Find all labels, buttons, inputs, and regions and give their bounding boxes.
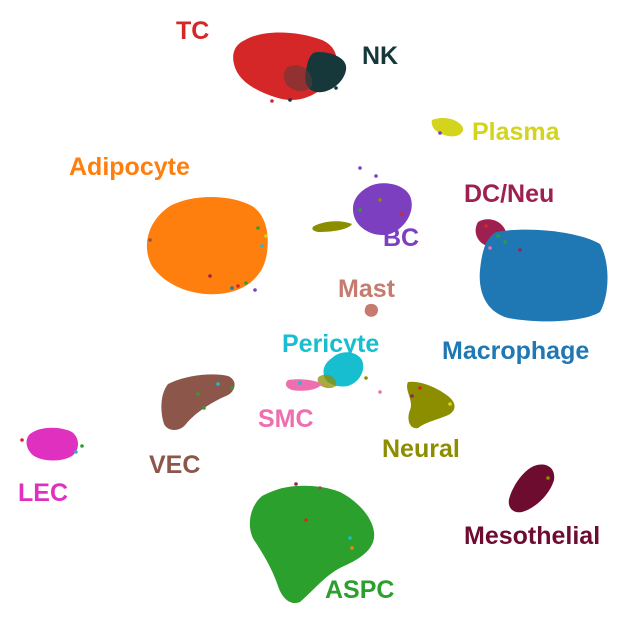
stray-cell-point <box>438 131 442 135</box>
cluster-bc-points <box>352 183 412 236</box>
stray-cell-point <box>20 438 24 442</box>
stray-cell-point <box>264 234 268 238</box>
stray-cell-point <box>448 402 452 406</box>
stray-cell-point <box>216 382 220 386</box>
stray-cell-point <box>253 288 257 292</box>
stray-cell-point <box>484 224 488 228</box>
stray-cell-point <box>196 392 200 396</box>
stray-cell-point <box>334 86 338 90</box>
label-tc: TC <box>176 17 209 45</box>
stray-cell-point <box>202 406 206 410</box>
cluster-mast-points <box>364 303 378 317</box>
cluster-mesothelial <box>508 464 555 513</box>
cluster-lec-points <box>26 427 78 461</box>
stray-cell-point <box>450 130 454 134</box>
cluster-plasma-points <box>431 118 464 137</box>
stray-cell-point <box>74 450 78 454</box>
label-smc: SMC <box>258 405 314 433</box>
stray-cell-point <box>298 93 302 97</box>
cluster-smc-points <box>285 379 322 391</box>
stray-cell-point <box>350 546 354 550</box>
stray-cell-point <box>230 286 234 290</box>
stray-cell-point <box>260 244 264 248</box>
stray-cells <box>20 86 550 550</box>
stray-cell-point <box>208 274 212 278</box>
stray-cell-point <box>503 240 507 244</box>
stray-cell-point <box>270 99 274 103</box>
stray-cell-point <box>546 476 550 480</box>
cluster-pericyte-olive-edge <box>317 374 337 389</box>
label-adipocyte: Adipocyte <box>69 153 190 181</box>
cluster-bc <box>312 183 412 236</box>
cluster-mesothelial-points <box>508 464 555 513</box>
stray-cell-point <box>518 248 522 252</box>
label-macrophage: Macrophage <box>442 337 589 365</box>
stray-cell-point <box>358 208 362 212</box>
cluster-nk-mixing-points <box>283 65 313 92</box>
cluster-adipocyte <box>146 197 268 295</box>
label-nk: NK <box>362 42 398 70</box>
cluster-adipocyte-points <box>146 197 268 295</box>
cluster-bc-olive-tail <box>312 221 352 232</box>
stray-cell-point <box>80 444 84 448</box>
stray-cell-point <box>230 386 234 390</box>
stray-cell-point <box>256 226 260 230</box>
label-neural: Neural <box>382 435 460 463</box>
cluster-aspc-points <box>249 485 375 604</box>
cluster-aspc <box>249 485 375 604</box>
label-lec: LEC <box>18 479 68 507</box>
cluster-neural <box>407 381 455 429</box>
stray-cell-point <box>364 376 368 380</box>
stray-cell-point <box>148 238 152 242</box>
stray-cell-point <box>378 198 382 202</box>
cluster-neural-points <box>407 381 455 429</box>
label-bc: BC <box>383 224 419 252</box>
stray-cell-point <box>418 386 422 390</box>
stray-cell-point <box>298 381 302 385</box>
cluster-mast <box>364 303 378 317</box>
stray-cell-point <box>358 166 362 170</box>
cluster-nk-points <box>305 52 347 93</box>
cluster-vec <box>161 374 235 430</box>
stray-cell-point <box>374 174 378 178</box>
stray-cell-point <box>348 536 352 540</box>
label-mesothelial: Mesothelial <box>464 522 600 550</box>
cluster-lec <box>26 427 78 461</box>
cluster-smc <box>285 379 322 391</box>
stray-cell-point <box>318 486 322 490</box>
stray-cell-point <box>294 482 298 486</box>
cluster-plasma <box>431 118 464 137</box>
stray-cell-point <box>400 212 404 216</box>
label-vec: VEC <box>149 451 200 479</box>
cluster-vec-points <box>161 374 235 430</box>
stray-cell-point <box>236 284 240 288</box>
cluster-macrophage-points <box>479 229 608 322</box>
stray-cell-point <box>378 390 382 394</box>
label-pericyte: Pericyte <box>282 330 379 358</box>
stray-cell-point <box>244 281 248 285</box>
label-plasma: Plasma <box>472 118 561 146</box>
stray-cell-point <box>304 518 308 522</box>
stray-cell-point <box>488 246 492 250</box>
cluster-pericyte <box>317 352 364 389</box>
stray-cell-point <box>288 98 292 102</box>
label-dc-neu: DC/Neu <box>464 180 554 208</box>
stray-cell-point <box>496 234 500 238</box>
label-mast: Mast <box>338 275 396 303</box>
stray-cell-point <box>410 394 414 398</box>
cluster-macrophage <box>479 229 608 322</box>
cluster-nk <box>283 52 347 93</box>
label-aspc: ASPC <box>325 576 394 604</box>
